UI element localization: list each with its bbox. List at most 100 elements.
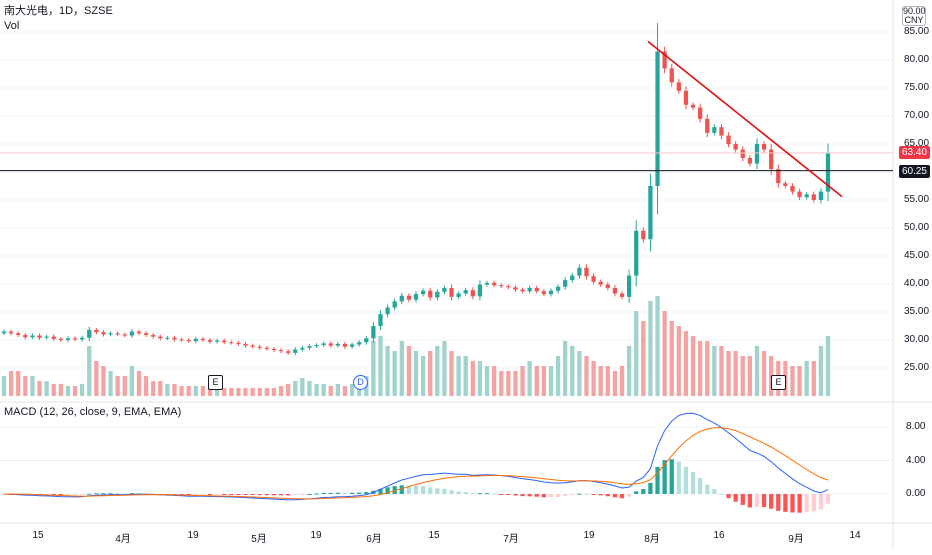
candle-body: [200, 338, 206, 340]
candle-body: [143, 333, 149, 335]
macd-histogram-bar: [349, 492, 355, 494]
candle-body: [719, 127, 724, 136]
volume-bar: [470, 361, 475, 396]
volume-bar: [335, 384, 340, 396]
macd-histogram-bar: [442, 488, 447, 494]
macd-histogram-bar: [811, 494, 816, 512]
volume-bar: [698, 341, 703, 396]
volume-bar: [676, 326, 681, 396]
volume-bar: [719, 346, 724, 396]
earnings-marker[interactable]: E: [771, 375, 786, 390]
volume-bar: [825, 336, 831, 396]
candle-body: [570, 275, 575, 281]
candle-body: [428, 290, 433, 298]
volume-legend[interactable]: Vol: [4, 20, 20, 32]
volume-bar: [683, 331, 689, 396]
candle-body: [286, 351, 291, 353]
volume-bar: [797, 366, 802, 396]
symbol-legend[interactable]: 南大光电，1D，SZSE: [4, 5, 113, 17]
volume-bar: [463, 356, 468, 396]
volume-bar: [541, 366, 546, 396]
volume-bar: [214, 388, 220, 396]
volume-bar: [392, 351, 397, 396]
candle-body: [321, 343, 326, 346]
candle-body: [165, 337, 170, 339]
candle-body: [626, 275, 632, 297]
volume-bar: [413, 351, 419, 396]
volume-bar: [520, 366, 525, 396]
candle-body: [271, 348, 277, 351]
earnings-marker[interactable]: E: [208, 375, 223, 390]
candle-body: [51, 336, 56, 339]
volume-bar: [58, 384, 63, 396]
candle-body: [747, 158, 752, 164]
candle-body: [619, 293, 625, 297]
volume-bar: [385, 346, 390, 396]
macd-histogram-bar: [804, 494, 809, 512]
macd-histogram-bar: [250, 494, 255, 496]
volume-bar: [804, 361, 809, 396]
currency-button[interactable]: 90.00 CNY: [902, 6, 926, 26]
macd-histogram-bar: [634, 491, 639, 494]
macd-histogram-bar: [44, 494, 49, 495]
time-tick-label: 19: [310, 530, 322, 541]
volume-bar: [271, 388, 277, 396]
price-tick-label: 50.00: [904, 222, 930, 233]
candle-body: [761, 144, 767, 150]
volume-bar: [229, 388, 234, 396]
volume-bar: [172, 384, 177, 396]
macd-histogram-bar: [378, 488, 383, 494]
candle-body: [385, 307, 390, 315]
volume-bar: [733, 351, 738, 396]
macd-histogram-bar: [712, 489, 717, 494]
signal-line: [4, 427, 829, 500]
volume-bar: [435, 346, 440, 396]
currency-top-tick: 90.00: [903, 6, 926, 16]
volume-bar: [612, 371, 618, 396]
macd-histogram-bar: [72, 494, 78, 495]
candle-body: [101, 332, 106, 335]
time-tick-label: 5月: [251, 534, 267, 545]
macd-histogram-bar: [328, 492, 333, 494]
volume-bar: [726, 351, 731, 396]
candle-body: [484, 282, 490, 285]
macd-histogram-bar: [669, 459, 674, 494]
candle-body: [136, 331, 142, 334]
candle-body: [641, 230, 646, 240]
macd-histogram-bar: [385, 487, 390, 494]
macd-histogram-bar: [492, 493, 497, 495]
volume-bar: [598, 366, 603, 396]
volume-bar: [80, 384, 85, 396]
volume-bar: [747, 356, 752, 396]
volume-bar: [314, 384, 319, 396]
candle-body: [698, 107, 703, 119]
macd-histogram-bar: [577, 493, 582, 495]
dividend-marker[interactable]: D: [353, 375, 368, 390]
candle-body: [655, 51, 660, 186]
volume-bar: [143, 376, 149, 396]
macd-histogram-bar: [676, 461, 681, 494]
candle-body: [563, 280, 568, 287]
macd-histogram-bar: [51, 494, 56, 496]
price-tick-label: 65.00: [904, 138, 930, 149]
candle-body: [250, 345, 255, 347]
volume-bar: [584, 356, 589, 396]
macd-histogram-bar: [527, 494, 532, 497]
volume-bar: [570, 346, 575, 396]
macd-histogram-bar: [357, 492, 362, 494]
macd-tick-label: 0.00: [906, 488, 926, 499]
volume-bar: [634, 311, 639, 396]
volume-bar: [506, 371, 511, 396]
macd-histogram-bar: [399, 485, 404, 494]
candle-body: [179, 339, 184, 341]
price-tick-label: 25.00: [904, 362, 930, 373]
candle-body: [30, 335, 35, 338]
macd-legend[interactable]: MACD (12, 26, close, 9, EMA, EMA): [4, 406, 182, 418]
candle-body: [357, 342, 362, 345]
macd-histogram-bar: [470, 493, 475, 495]
volume-bar: [23, 376, 28, 396]
macd-histogram-bar: [193, 494, 198, 495]
candle-body: [37, 335, 42, 338]
